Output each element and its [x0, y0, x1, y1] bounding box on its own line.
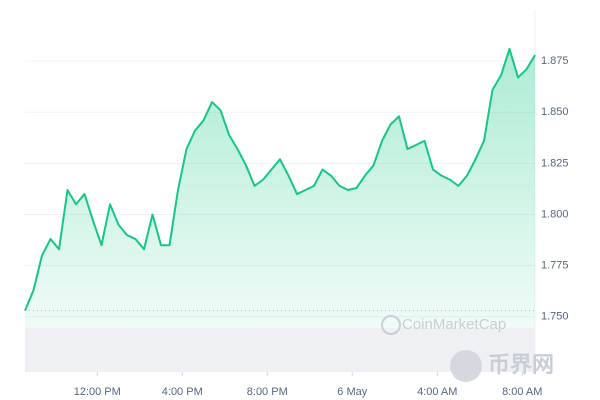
x-tick-label: 4:00 AM — [417, 386, 457, 398]
y-tick-label: 1.875 — [541, 55, 569, 67]
x-tick-label: 8:00 AM — [502, 386, 542, 398]
volume-band — [25, 328, 535, 372]
watermark-logo — [450, 350, 482, 382]
x-tick-label: 8:00 PM — [247, 386, 288, 398]
y-tick-label: 1.750 — [541, 311, 569, 323]
watermark-logo — [381, 315, 401, 335]
x-tick-label: 6 May — [337, 386, 367, 398]
line — [24, 47, 536, 312]
y-tick-label: 1.800 — [541, 208, 569, 220]
x-tick-label: 4:00 PM — [162, 386, 203, 398]
y-tick-label: 1.825 — [541, 157, 569, 169]
watermark: 币界网 — [488, 352, 554, 377]
x-tick-label: 12:00 PM — [74, 386, 121, 398]
y-tick-label: 1.850 — [541, 106, 569, 118]
watermark: CoinMarketCap — [402, 316, 506, 333]
area — [25, 48, 535, 372]
y-tick-label: 1.775 — [541, 260, 569, 272]
